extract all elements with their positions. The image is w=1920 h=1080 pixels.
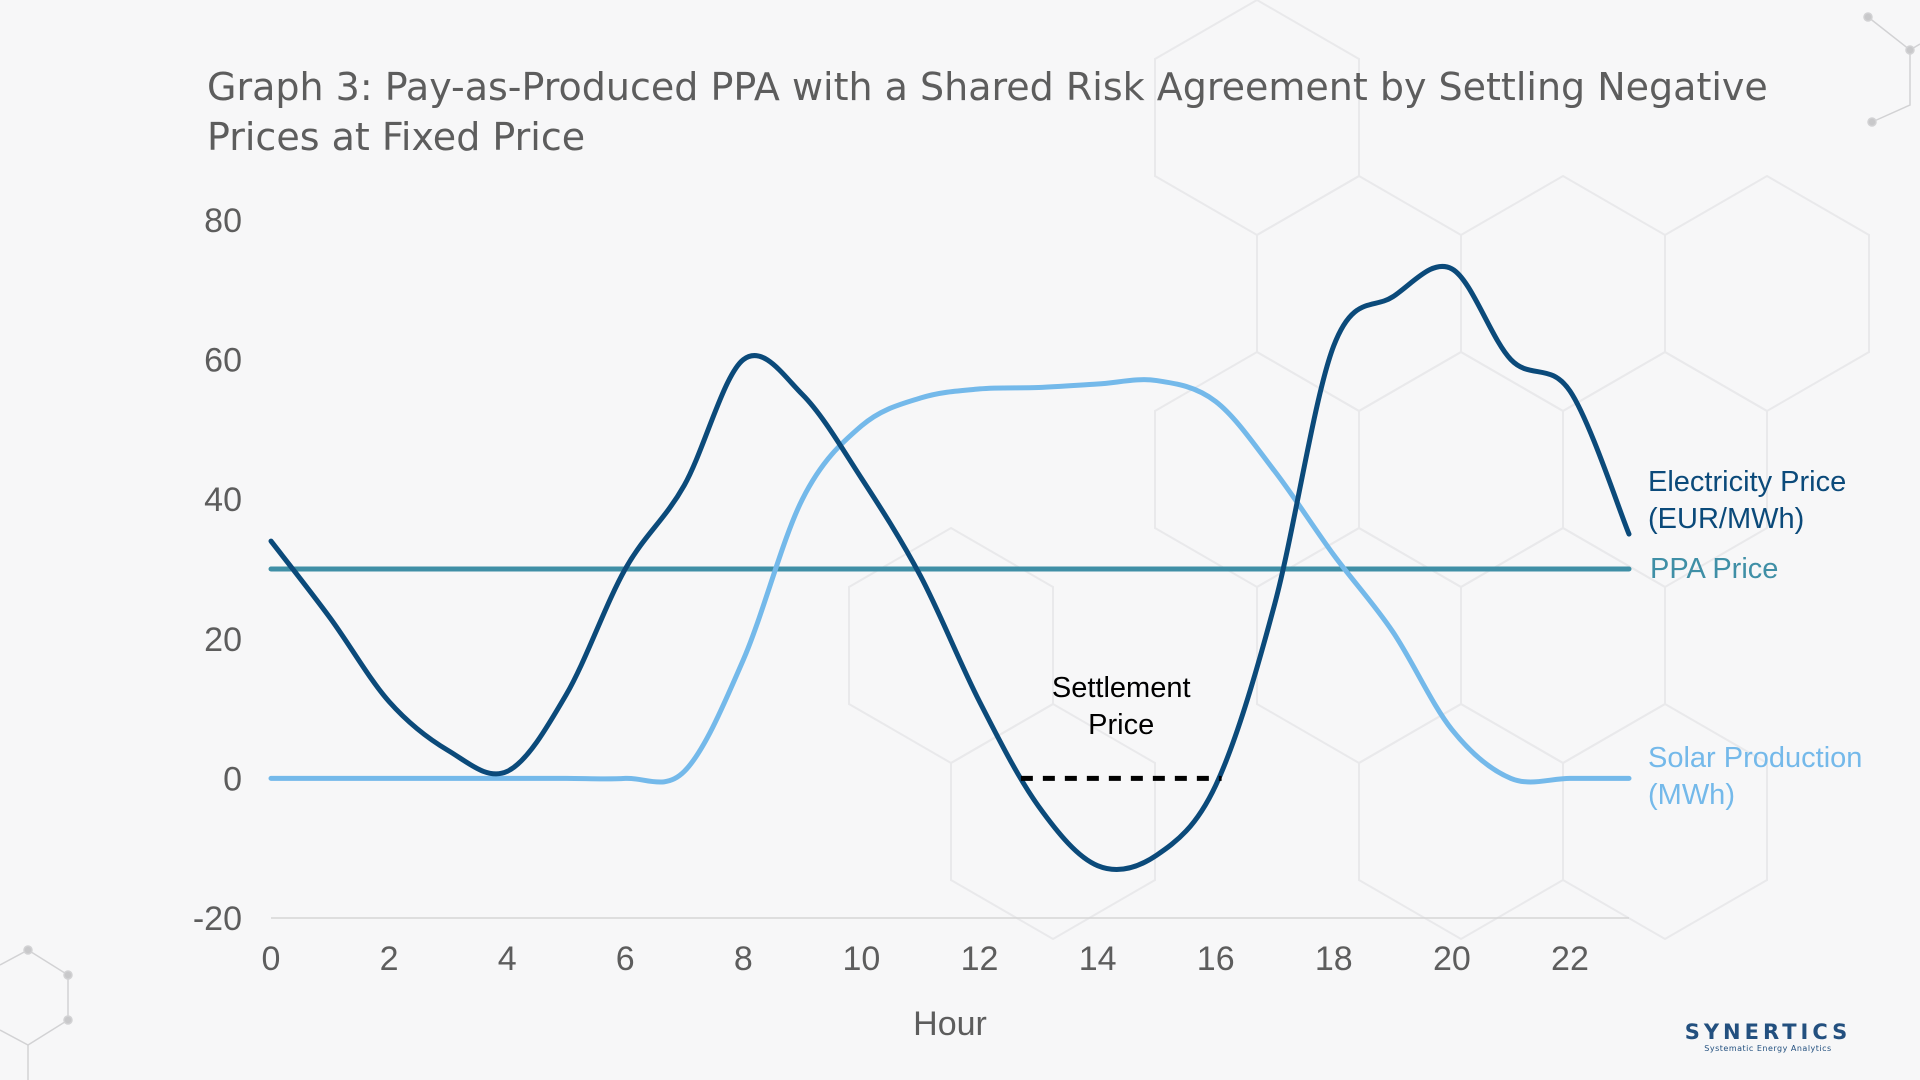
y-tick-label: 0 xyxy=(223,760,242,798)
x-tick-label: 8 xyxy=(734,940,753,978)
x-axis: 0 2 4 6 8 10 12 14 16 18 20 22 xyxy=(262,940,1589,978)
x-tick-label: 14 xyxy=(1079,940,1117,978)
y-tick-label: 20 xyxy=(204,621,242,659)
legend-label-electricity-price: (EUR/MWh) xyxy=(1648,503,1804,535)
x-tick-label: 6 xyxy=(616,940,635,978)
series-line-electricity-price xyxy=(268,264,1632,873)
y-tick-label: 40 xyxy=(204,481,242,519)
x-tick-label: 4 xyxy=(498,940,517,978)
x-tick-label: 10 xyxy=(843,940,881,978)
settlement-price-label: Settlement xyxy=(1052,672,1191,704)
y-tick-label: 80 xyxy=(204,202,242,240)
brand-name: SYNERTICS xyxy=(1684,1020,1852,1044)
x-tick-label: 20 xyxy=(1433,940,1471,978)
x-tick-label: 12 xyxy=(961,940,999,978)
series-line-solar-production xyxy=(268,377,1632,785)
molecule-icon-bottom-left xyxy=(0,945,73,1080)
x-tick-label: 16 xyxy=(1197,940,1235,978)
y-axis: -20 0 20 40 60 80 xyxy=(193,202,242,938)
legend-label-electricity-price: Electricity Price xyxy=(1648,466,1846,498)
inline-legend: Electricity Price (EUR/MWh) PPA Price Solar… xyxy=(1648,466,1862,811)
x-tick-label: 18 xyxy=(1315,940,1353,978)
molecule-icon-top-right xyxy=(1863,12,1920,127)
x-tick-label: 2 xyxy=(380,940,399,978)
x-tick-label: 22 xyxy=(1551,940,1589,978)
legend-label-solar-production: Solar Production xyxy=(1648,742,1862,774)
y-tick-label: -20 xyxy=(193,900,242,938)
legend-label-ppa-price: PPA Price xyxy=(1650,553,1778,585)
annotation-layer: Settlement Price xyxy=(1020,672,1222,781)
y-tick-label: 60 xyxy=(204,342,242,380)
legend-label-solar-production: (MWh) xyxy=(1648,779,1735,811)
x-tick-label: 0 xyxy=(262,940,281,978)
settlement-price-label: Price xyxy=(1088,709,1154,741)
x-axis-label: Hour xyxy=(913,1005,987,1043)
chart-title: Graph 3: Pay-as-Produced PPA with a Shar… xyxy=(207,65,1768,159)
brand-logo: SYNERTICS Systematic Energy Analytics xyxy=(1678,1020,1858,1054)
series-layer xyxy=(268,264,1632,873)
brand-tagline: Systematic Energy Analytics xyxy=(1704,1044,1832,1053)
